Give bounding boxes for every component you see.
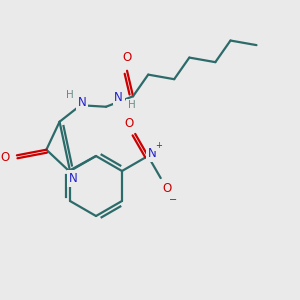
Text: O: O	[124, 117, 134, 130]
Text: H: H	[66, 90, 74, 100]
Text: +: +	[155, 141, 162, 150]
Text: O: O	[122, 51, 132, 64]
Text: N: N	[114, 91, 123, 103]
Text: H: H	[128, 100, 135, 110]
Text: O: O	[1, 151, 10, 164]
Text: N: N	[148, 147, 156, 160]
Text: N: N	[78, 96, 86, 109]
Text: −: −	[169, 195, 178, 205]
Text: N: N	[69, 172, 78, 185]
Text: O: O	[162, 182, 171, 195]
